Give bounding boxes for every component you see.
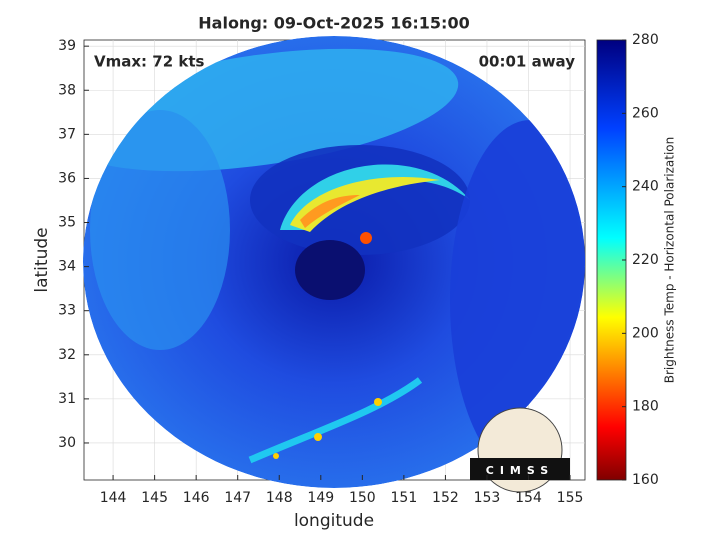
y-tick-label: 33 <box>58 303 76 319</box>
x-tick-label: 153 <box>474 490 501 506</box>
x-tick-label: 148 <box>266 490 293 506</box>
x-tick-label: 154 <box>515 490 542 506</box>
x-tick-label: 149 <box>307 490 334 506</box>
x-tick-label: 144 <box>100 490 127 506</box>
x-tick-label: 147 <box>224 490 251 506</box>
y-tick-label: 37 <box>58 126 76 142</box>
x-axis-label: longitude <box>294 511 374 531</box>
y-tick-label: 32 <box>58 347 76 363</box>
y-tick-label: 35 <box>58 215 76 231</box>
logo-text: CIMSS <box>486 464 554 477</box>
x-tick-label: 145 <box>141 490 168 506</box>
y-axis-label: latitude <box>32 227 52 292</box>
y-tick-label: 36 <box>58 170 76 186</box>
y-tick-label: 38 <box>58 82 76 98</box>
colorbar-tick-label: 200 <box>632 325 659 341</box>
colorbar <box>596 39 627 481</box>
x-tick-label: 152 <box>432 490 459 506</box>
ticks: 144 145 146 147 148 149 150 151 152 153 154 155 30 31… <box>58 32 659 506</box>
colorbar-tick-label: 260 <box>632 105 659 121</box>
x-tick-label: 155 <box>557 490 584 506</box>
logo: CIMSS <box>470 407 570 493</box>
y-tick-label: 34 <box>58 259 76 275</box>
x-tick-label: 150 <box>349 490 376 506</box>
colorbar-tick-label: 240 <box>632 179 659 195</box>
satellite-image <box>83 36 585 488</box>
y-tick-label: 30 <box>58 435 76 451</box>
colorbar-tick-label: 180 <box>632 399 659 415</box>
x-tick-label: 146 <box>183 490 210 506</box>
colorbar-tick-label: 160 <box>632 472 659 488</box>
x-tick-label: 151 <box>391 490 418 506</box>
time-offset-label: 00:01 away <box>479 53 576 71</box>
y-tick-label: 39 <box>58 38 76 54</box>
y-tick-label: 31 <box>58 391 76 407</box>
colorbar-tick-label: 220 <box>632 252 659 268</box>
title: Halong: 09-Oct-2025 16:15:00 <box>198 14 469 33</box>
colorbar-tick-label: 280 <box>632 32 659 48</box>
colorbar-label: Brightness Temp - Horizontal Polarizatio… <box>663 137 677 384</box>
intensity-label: Vmax: 72 kts <box>94 53 204 71</box>
